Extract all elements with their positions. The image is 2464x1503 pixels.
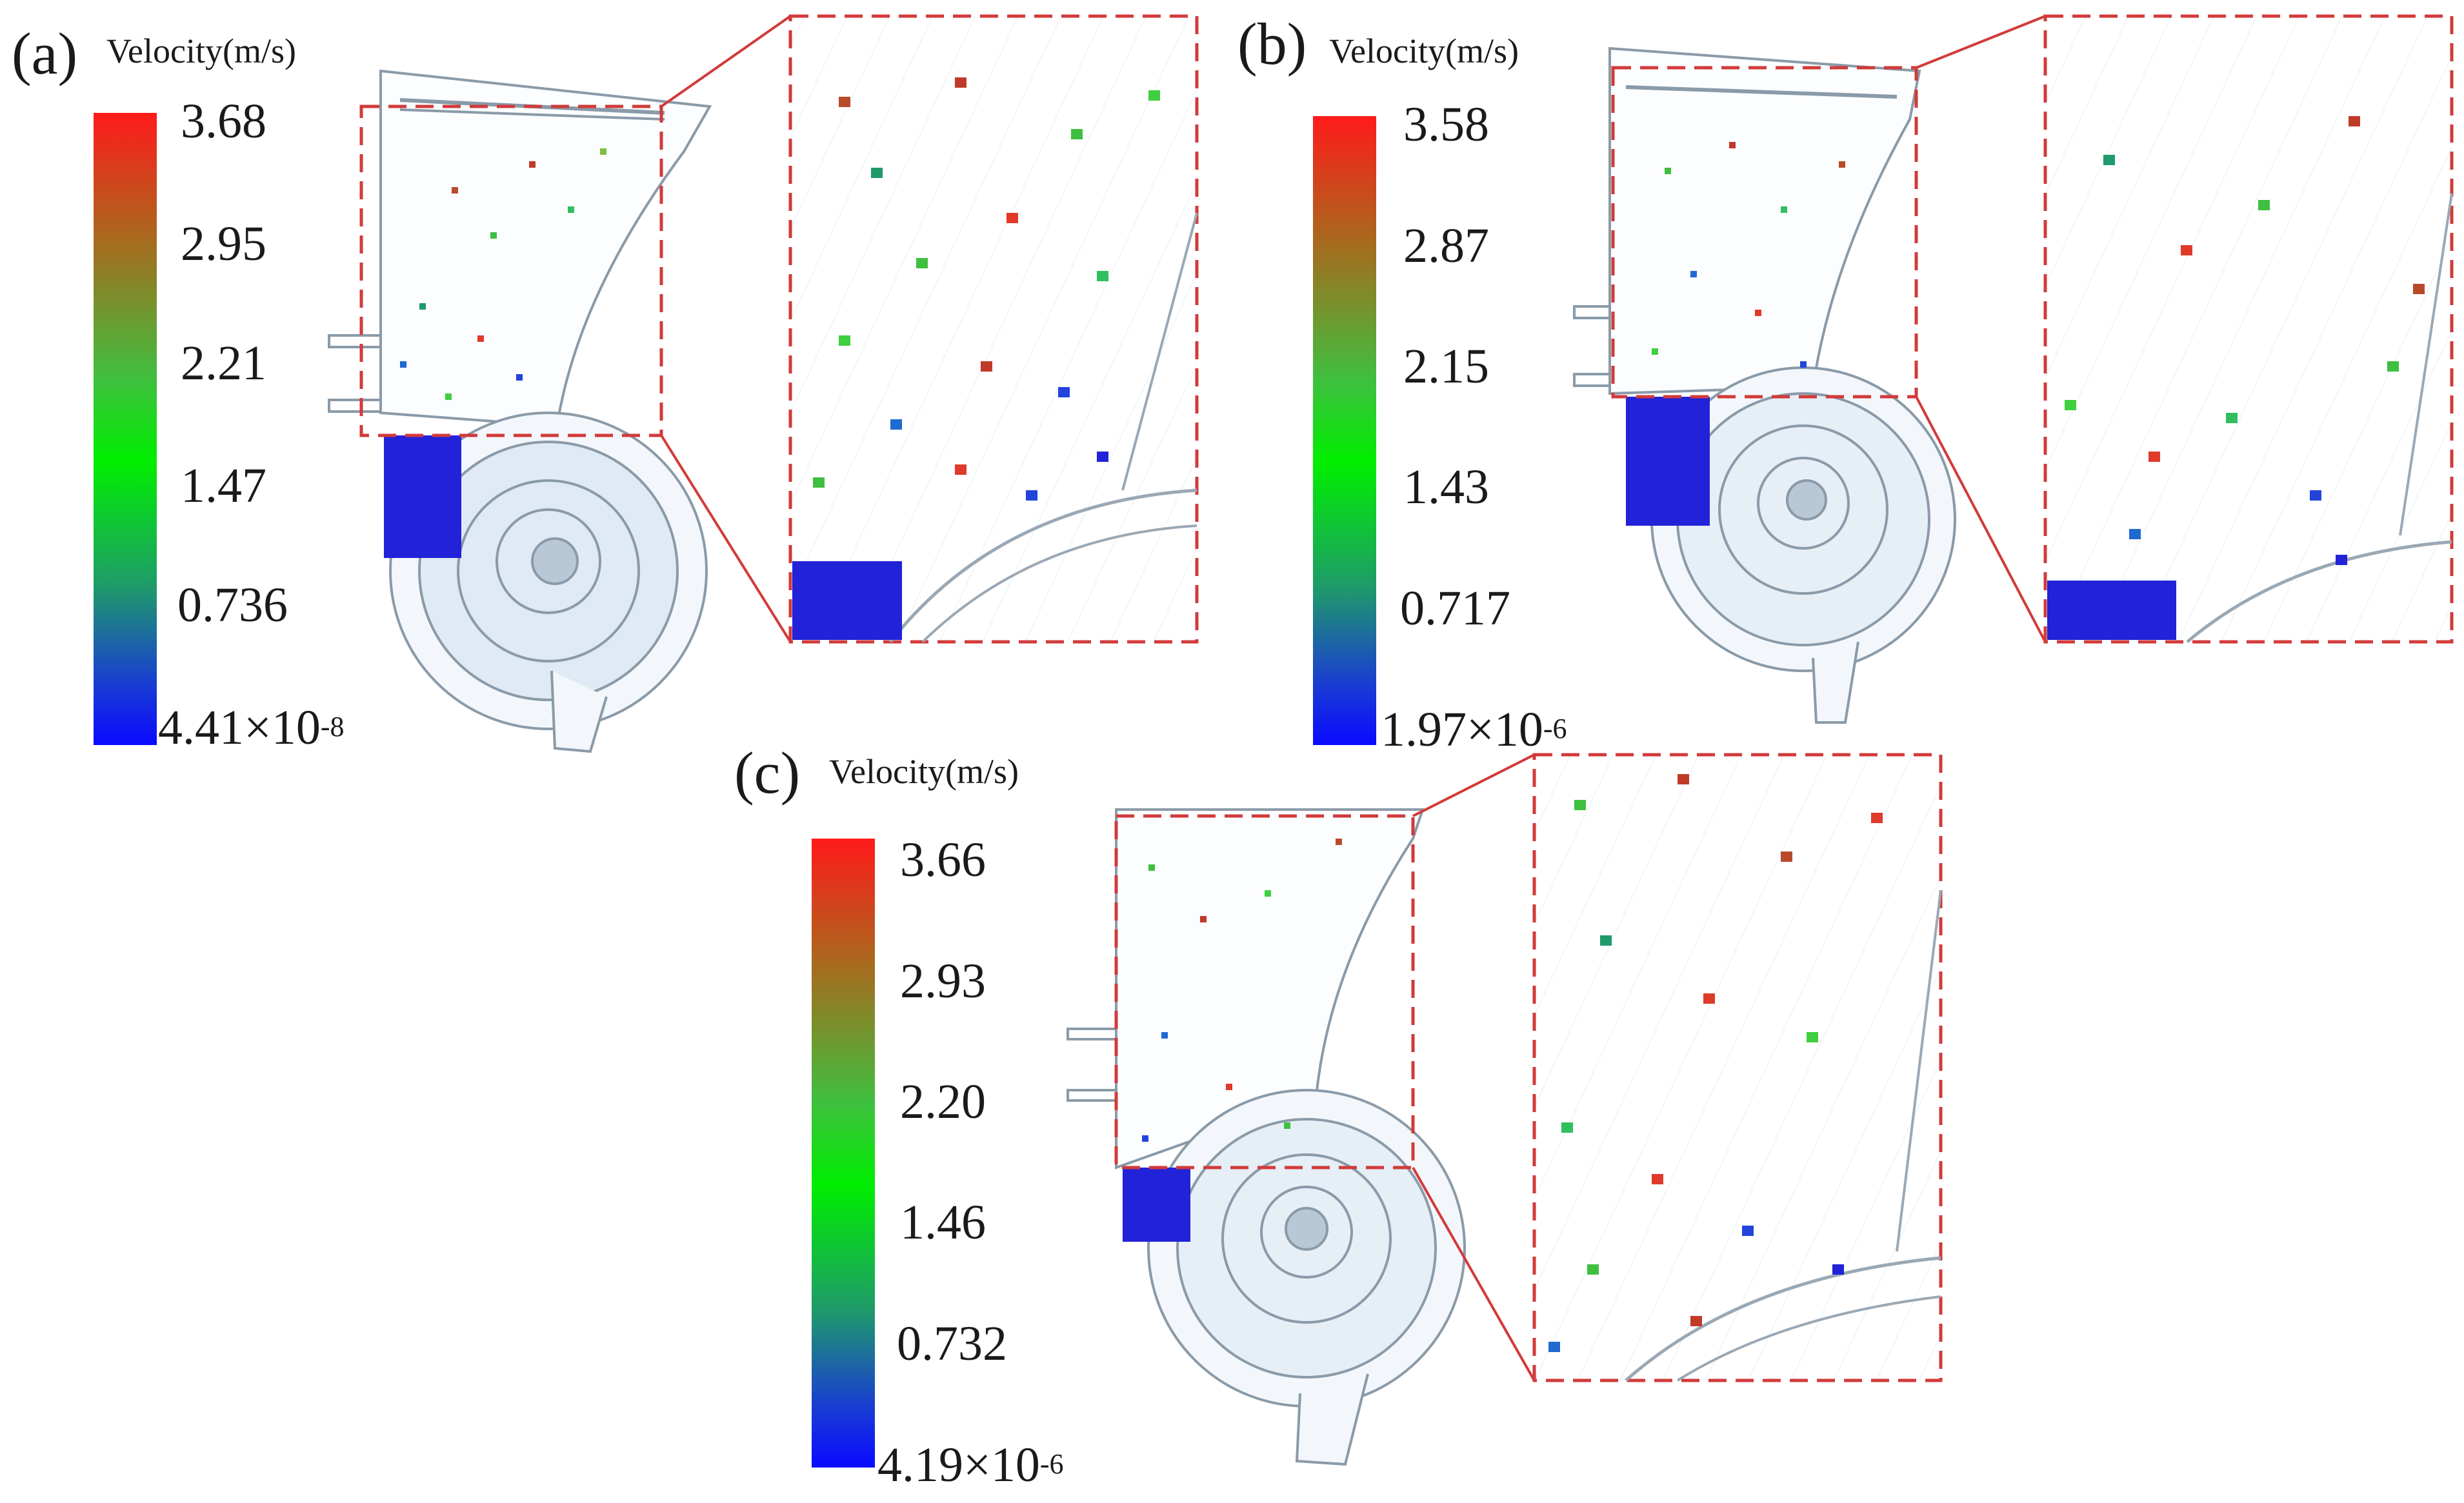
zoom-c-particles [1548,774,1883,1352]
zoom-b-particle-pile [2047,581,2176,640]
panel-c-min-exponent: -6 [1039,1448,1064,1480]
device-c-particle-pile [1123,1168,1190,1242]
panel-c-colorbar-title: Velocity(m/s) [829,752,1019,791]
panel-a-tick-1: 2.95 [181,217,266,271]
panel-a-tick-4: 0.736 [177,578,288,632]
panel-b-tick-2: 2.15 [1403,339,1489,393]
panel-b-label: (b) [1237,11,1307,77]
panel-b-min-exponent: -6 [1543,713,1567,744]
panel-b-tick-4: 0.717 [1400,581,1510,635]
panel-c-min-mantissa: 4.19×10 [877,1438,1040,1492]
panel-c-label: (c) [734,740,801,806]
device-c-inlet-lower [1067,1089,1117,1102]
panel-a-label: (a) [12,21,78,86]
device-a-particles [400,148,606,400]
device-c-particles [1142,839,1342,1142]
panel-c-tick-3: 1.46 [900,1195,986,1249]
device-c [1067,808,1466,1466]
panel-b-min-mantissa: 1.97×10 [1381,702,1543,757]
panel-a-tick-3: 1.47 [181,459,266,513]
device-b-zoom-box [1611,66,1918,399]
device-b [1573,46,1956,724]
panel-b-colorbar [1313,116,1376,745]
device-a-zoom-box [359,105,663,437]
panel-b-tick-3: 1.43 [1403,460,1489,514]
zoom-b-rotor-arc [2186,540,2452,643]
panel-a-min-exponent: -8 [320,711,345,742]
panel-c-tick-2: 2.20 [900,1075,986,1129]
device-a-inlet-lower [328,399,382,413]
device-b-inlet-upper [1573,305,1611,319]
zoom-a-particle-pile [792,561,902,640]
device-c-inlet-upper [1067,1028,1117,1040]
device-a-inlet-upper [328,334,382,348]
panel-b-tick-1: 2.87 [1403,219,1489,273]
zoom-a-rotor-arc [889,488,1197,643]
device-b-inlet-lower [1573,373,1611,387]
panel-a-colorbar [94,113,157,745]
zoom-a-particles [813,77,1160,501]
panel-b-tick-0: 3.58 [1403,97,1489,152]
zoom-a-frame [788,14,1199,644]
panel-a-tick-min: 4.41×10-8 [158,700,345,756]
panel-a-tick-0: 3.68 [181,94,266,148]
zoom-b-frame [2043,14,2454,644]
panel-a-tick-2: 2.21 [181,336,266,390]
device-b-particle-pile [1626,397,1710,526]
panel-b-colorbar-title: Velocity(m/s) [1329,32,1519,70]
panel-c-tick-4: 0.732 [897,1317,1007,1371]
panel-c-tick-0: 3.66 [900,833,986,887]
panel-a-min-mantissa: 4.41×10 [158,701,321,755]
panel-c-colorbar [812,839,875,1468]
panel-c-tick-min: 4.19×10-6 [877,1437,1064,1493]
device-b-particles [1652,142,1845,368]
panel-a-colorbar-title: Velocity(m/s) [106,32,296,70]
device-a-particle-pile [384,435,461,558]
panel-c-tick-1: 2.93 [900,954,986,1008]
device-c-zoom-box [1114,814,1415,1170]
zoom-c-frame [1532,753,1943,1382]
zoom-c-rotor-arc [1625,1256,1941,1382]
panel-b-tick-min: 1.97×10-6 [1381,702,1567,758]
zoom-b-particles [2065,116,2425,565]
device-a [328,69,712,753]
